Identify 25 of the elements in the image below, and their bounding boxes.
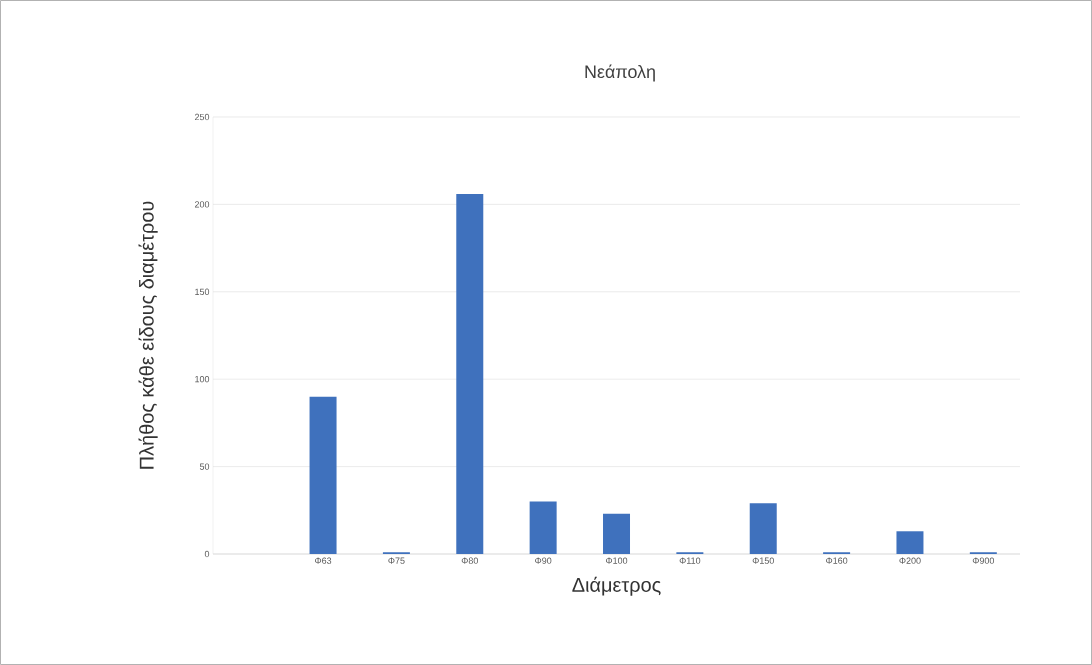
y-tick-label: 50 — [199, 463, 210, 470]
bar — [749, 503, 777, 554]
y-tick-label: 0 — [204, 550, 210, 558]
y-tick-label: 100 — [195, 376, 210, 383]
bar — [603, 513, 631, 554]
x-tick-label: Φ100 — [605, 557, 628, 564]
bar — [309, 396, 337, 554]
y-axis-title: Πλήθος κάθε είδους διαμέτρου — [138, 201, 158, 469]
x-tick-label: Φ200 — [899, 557, 921, 564]
x-tick-label: Φ80 — [461, 557, 478, 564]
x-tick-label: Φ63 — [315, 557, 332, 564]
x-tick-label: Φ160 — [826, 557, 848, 564]
x-tick-label: Φ90 — [535, 557, 552, 564]
x-tick-label: Φ75 — [388, 557, 405, 564]
chart-title: Νεάπολη — [585, 64, 655, 82]
y-tick-label: 250 — [194, 113, 210, 121]
y-tick-label: 200 — [194, 201, 210, 208]
x-tick-label: Φ110 — [679, 557, 701, 564]
bar — [529, 501, 557, 554]
y-tick-label: 150 — [195, 288, 210, 295]
x-tick-label: Φ900 — [972, 557, 995, 564]
x-tick-label: Φ150 — [752, 557, 774, 564]
x-axis-title: Διάμετρος — [572, 576, 661, 596]
bar — [896, 531, 924, 554]
bar — [456, 193, 484, 554]
